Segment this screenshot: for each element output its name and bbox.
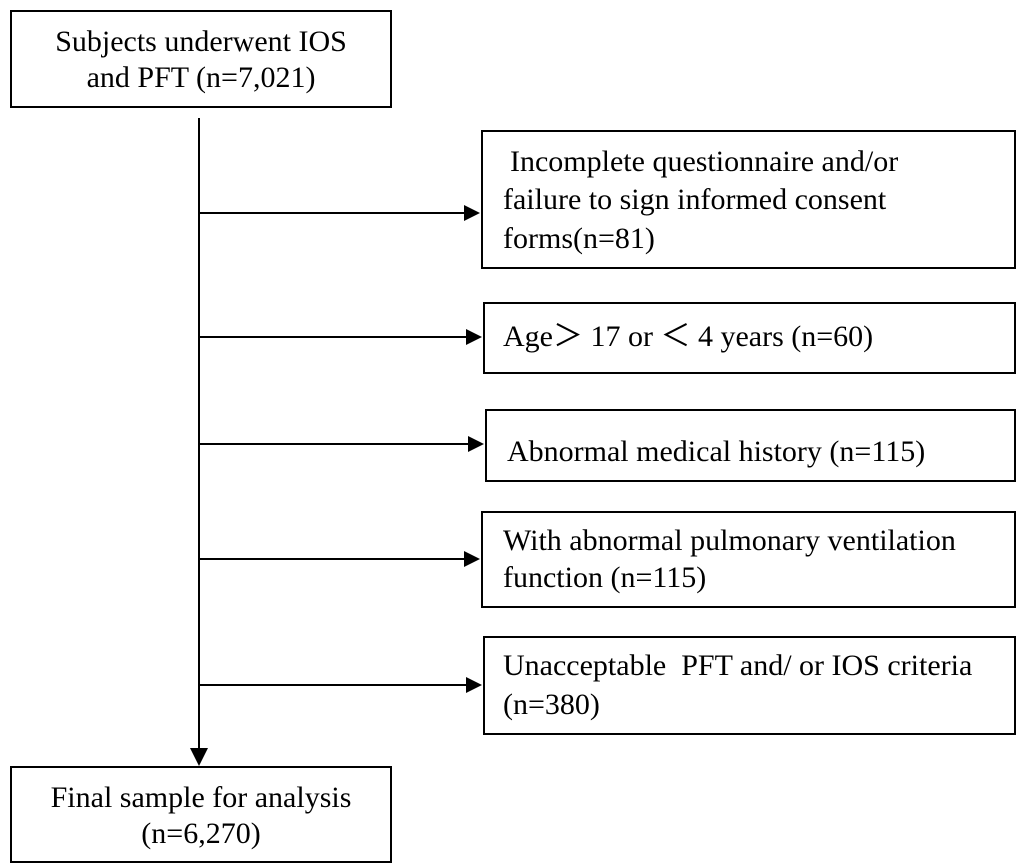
node-box: [10, 766, 392, 863]
node-text: Unacceptable PFT and/ or IOS criteria: [503, 649, 972, 682]
node-box: [483, 302, 1016, 374]
arrowhead: [464, 551, 480, 567]
branch-arrows: [199, 205, 484, 693]
node-text: Age＞ 17 or ＜ 4 years (n=60): [503, 320, 873, 353]
node-text: Final sample for analysis: [51, 781, 352, 814]
arrowhead: [466, 677, 482, 693]
node-text: forms(n=81): [503, 222, 655, 255]
node-box: [483, 636, 1016, 735]
node-text: Incomplete questionnaire and/or: [510, 145, 898, 178]
node-text: function (n=115): [503, 561, 706, 594]
arrowhead: [468, 436, 484, 452]
node-text: (n=6,270): [141, 817, 260, 850]
node-box: [481, 130, 1016, 269]
node-box: [481, 511, 1016, 608]
arrowhead: [464, 205, 480, 221]
node-text: With abnormal pulmonary ventilation: [503, 524, 956, 557]
node-box: [10, 10, 392, 108]
node-text: and PFT (n=7,021): [87, 61, 316, 94]
arrowhead: [466, 329, 482, 345]
arrowhead: [190, 748, 208, 766]
node-text: Subjects underwent IOS: [55, 25, 347, 58]
node-text: (n=380): [503, 688, 600, 721]
node-box: [485, 409, 1016, 482]
node-text: failure to sign informed consent: [503, 183, 887, 216]
node-text: Abnormal medical history (n=115): [507, 435, 925, 468]
